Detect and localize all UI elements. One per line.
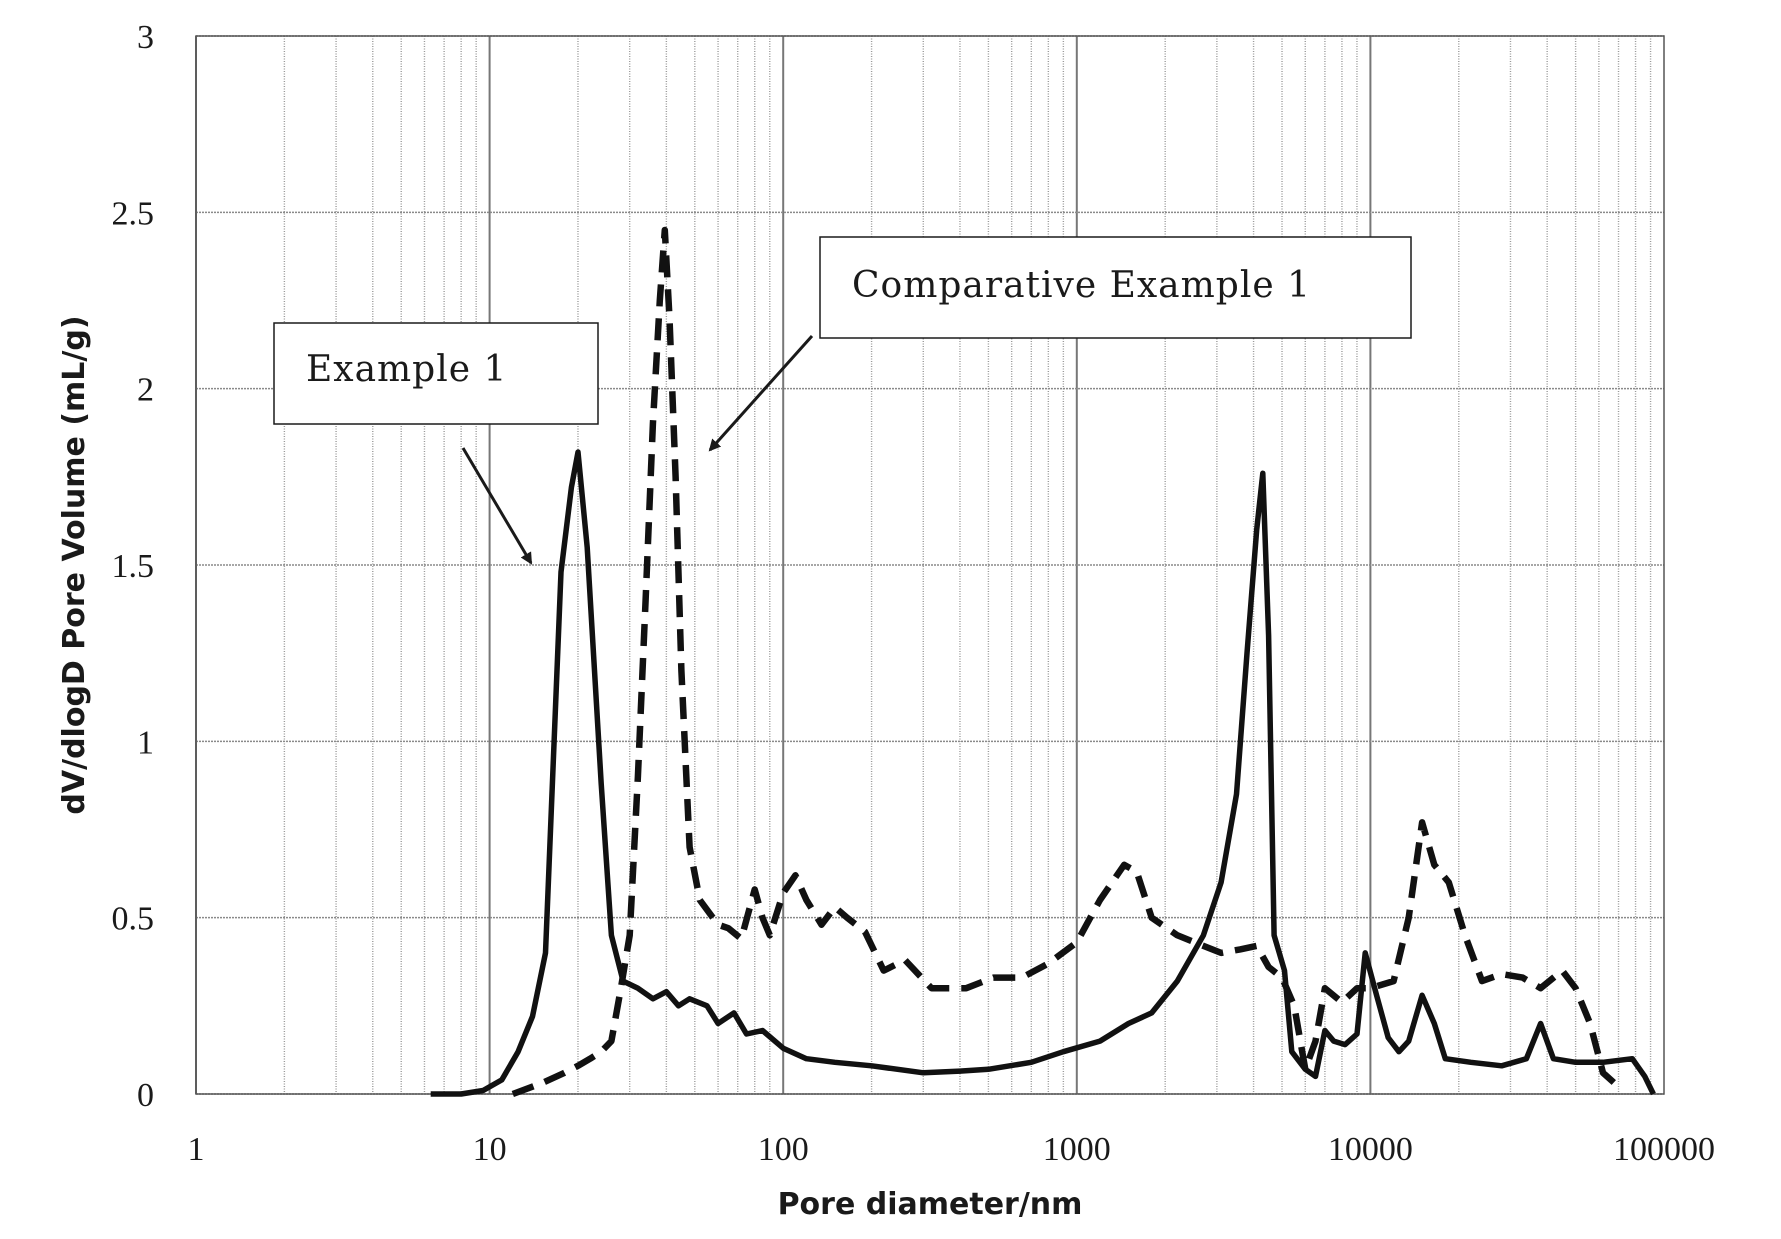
- annotation-box: [273, 322, 599, 425]
- y-tick-label: 1.5: [112, 548, 155, 585]
- annotation-arrow: [461, 447, 533, 565]
- x-tick-label: 10: [473, 1131, 507, 1168]
- series-line-comparative-example-1: [511, 226, 1624, 1098]
- y-tick-label: 1: [137, 724, 154, 761]
- annotation-example-1: Example 1: [273, 322, 599, 565]
- annotation-comparative-example-1: Comparative Example 1: [708, 236, 1412, 452]
- series-line-example-1: [430, 449, 1656, 1097]
- x-tick-label: 10000: [1328, 1131, 1413, 1168]
- y-tick-label: 3: [137, 19, 154, 56]
- y-tick-label: 0: [137, 1077, 154, 1114]
- annotation-label: Example 1: [306, 349, 507, 390]
- x-tick-label: 100000: [1613, 1131, 1715, 1168]
- x-tick-label: 1000: [1043, 1131, 1111, 1168]
- x-tick-label: 100: [758, 1131, 809, 1168]
- x-axis-ticks: 1 10 100 1000 10000 100000: [188, 1131, 1716, 1168]
- y-axis-title: dV/dlogD Pore Volume (mL/g): [57, 315, 92, 814]
- x-tick-label: 1: [188, 1131, 205, 1168]
- annotation-arrow: [708, 334, 814, 452]
- x-axis-title: Pore diameter/nm: [778, 1187, 1083, 1222]
- annotation-label: Comparative Example 1: [852, 265, 1311, 306]
- y-tick-label: 2.5: [112, 195, 155, 232]
- plot-area: [195, 35, 1665, 1095]
- annotation-box: [819, 236, 1412, 339]
- y-tick-label: 2: [137, 372, 154, 409]
- grid: [195, 35, 1664, 1095]
- y-axis-ticks: 0 0.5 1 1.5 2 2.5 3: [112, 19, 155, 1114]
- series-layer: [430, 226, 1656, 1098]
- y-tick-label: 0.5: [112, 901, 155, 938]
